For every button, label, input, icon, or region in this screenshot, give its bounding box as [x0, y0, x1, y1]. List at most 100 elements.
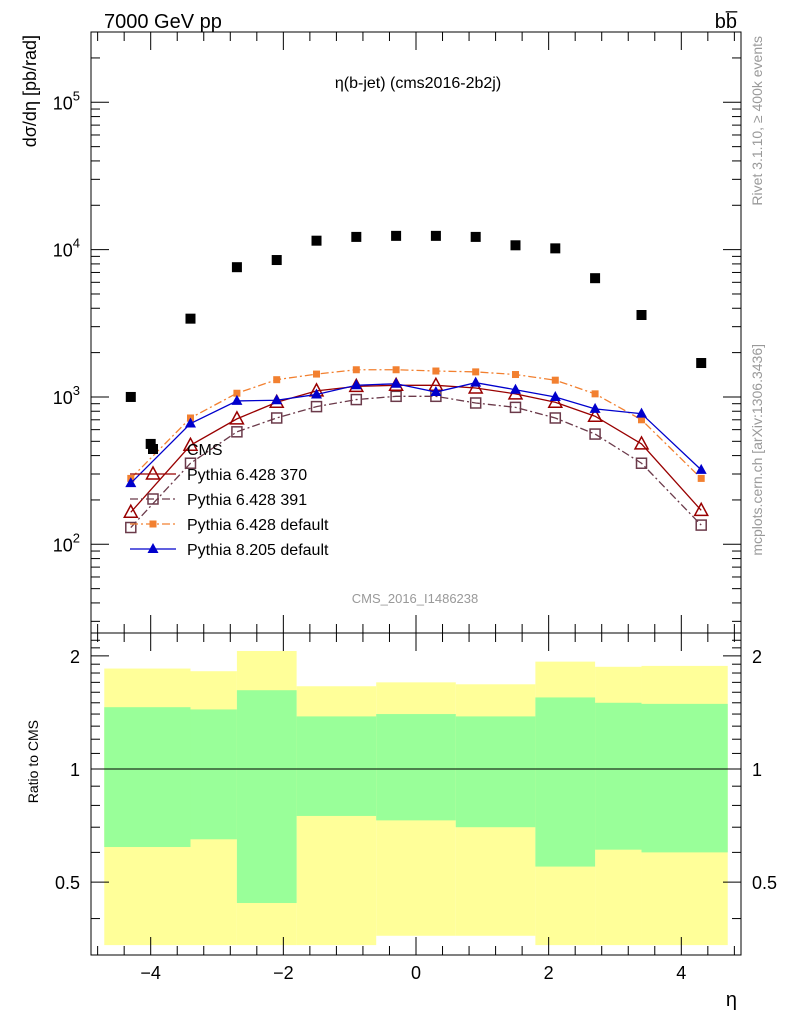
- ratio-green-band: [641, 703, 728, 853]
- data-point: [509, 401, 522, 414]
- x-tick-label: 4: [676, 963, 686, 983]
- ratio-green-band: [296, 716, 377, 816]
- data-point: [123, 503, 139, 519]
- data-point: [390, 390, 402, 403]
- data-point: [695, 519, 707, 531]
- mcplots-label: mcplots.cern.ch [arXiv:1306.3436]: [749, 344, 765, 556]
- data-point: [125, 521, 137, 534]
- data-point: [350, 379, 362, 390]
- legend-label: Pythia 6.428 391: [187, 492, 307, 509]
- ratio-green-band: [376, 714, 456, 821]
- series-0: [125, 230, 707, 449]
- ratio-green-band: [104, 707, 191, 848]
- data-point: [587, 407, 603, 422]
- ratio-axis-ticks: −4 −2 0 2 4 0.5 0.5 1 1 2 2: [55, 633, 777, 983]
- data-point: [184, 417, 196, 428]
- data-point: [550, 243, 561, 254]
- data-point: [549, 412, 562, 424]
- ratio-y-tick-label: 0.5: [55, 873, 80, 893]
- ratio-green-band: [190, 709, 237, 840]
- data-point: [313, 370, 321, 378]
- x-tick-label: 2: [544, 963, 554, 983]
- legend-label: CMS: [187, 442, 223, 459]
- data-point: [432, 367, 440, 375]
- data-point: [125, 391, 136, 402]
- y-tick-label: 102: [53, 530, 80, 555]
- legend-marker: [148, 444, 158, 454]
- ratio-uncertainty-bands: [104, 650, 728, 946]
- series-line: [130, 395, 702, 528]
- data-point: [270, 412, 283, 424]
- data-point: [311, 235, 322, 246]
- series-2: [125, 390, 707, 534]
- data-point: [391, 230, 402, 241]
- ratio-green-band: [595, 702, 642, 850]
- data-point: [145, 438, 156, 449]
- data-point: [510, 240, 521, 251]
- ratio-green-band: [535, 697, 596, 867]
- data-point: [233, 389, 241, 397]
- legend-entry: Pythia 6.428 391: [130, 492, 307, 509]
- data-point: [229, 410, 245, 425]
- data-point: [351, 231, 362, 242]
- y-tick-label: 103: [53, 383, 80, 408]
- data-point: [430, 230, 441, 241]
- y-tick-label: 104: [53, 236, 80, 261]
- series-line: [130, 369, 702, 479]
- legend-label: Pythia 6.428 370: [187, 467, 307, 484]
- legend-entry: Pythia 6.428 370: [130, 465, 307, 484]
- y-axis-title: dσ/dη [pb/rad]: [20, 35, 40, 147]
- series-3: [127, 366, 705, 482]
- data-point: [184, 457, 197, 469]
- legend-label: Pythia 6.428 default: [187, 517, 329, 534]
- ratio-y-tick-label: 2: [70, 647, 80, 667]
- rivet-label: Rivet 3.1.10, ≥ 400k events: [749, 36, 765, 206]
- data-point: [271, 394, 283, 405]
- data-point: [470, 231, 481, 242]
- data-point: [551, 376, 559, 384]
- ratio-y-axis-title: Ratio to CMS: [25, 720, 41, 803]
- data-point: [185, 313, 196, 324]
- data-point: [697, 474, 705, 482]
- data-point: [693, 501, 709, 517]
- data-point: [467, 379, 484, 394]
- ratio-y-tick-label: 1: [70, 760, 80, 780]
- ratio-y-tick-label-right: 1: [752, 760, 762, 780]
- data-point: [311, 388, 323, 399]
- data-point: [273, 376, 281, 384]
- data-point: [271, 255, 282, 266]
- series-layer: [123, 230, 709, 534]
- legend-entry: Pythia 8.205 default: [130, 542, 329, 559]
- data-point: [638, 416, 646, 424]
- data-point: [590, 273, 601, 284]
- data-point: [231, 426, 243, 438]
- ratio-green-band: [455, 716, 536, 828]
- ratio-green-band: [236, 690, 297, 904]
- data-point: [469, 397, 482, 409]
- x-tick-label: −4: [140, 963, 161, 983]
- legend-marker: [147, 543, 159, 553]
- ratio-y-tick-label-right: 2: [752, 647, 762, 667]
- legend-marker: [145, 465, 161, 480]
- data-point: [635, 457, 648, 469]
- legend-marker: [147, 493, 159, 505]
- y-tick-label: 105: [53, 88, 80, 113]
- data-point: [350, 393, 363, 406]
- energy-label: 7000 GeV pp: [104, 11, 222, 33]
- data-point: [636, 310, 647, 321]
- data-point: [430, 386, 442, 397]
- data-point: [310, 400, 323, 413]
- data-point: [549, 390, 561, 401]
- x-axis-title: η: [726, 989, 737, 1011]
- data-point: [182, 436, 199, 452]
- x-tick-label: 0: [411, 963, 421, 983]
- legend: CMS Pythia 6.428 370 Pythia 6.428 391 Pythi…: [130, 442, 329, 559]
- data-point: [633, 435, 650, 450]
- x-tick-label: −2: [273, 963, 294, 983]
- data-point: [696, 358, 707, 369]
- plot-title: η(b-jet) (cms2016-2b2j): [335, 75, 501, 92]
- data-point: [352, 366, 360, 374]
- data-point: [589, 402, 601, 413]
- data-point: [547, 393, 564, 409]
